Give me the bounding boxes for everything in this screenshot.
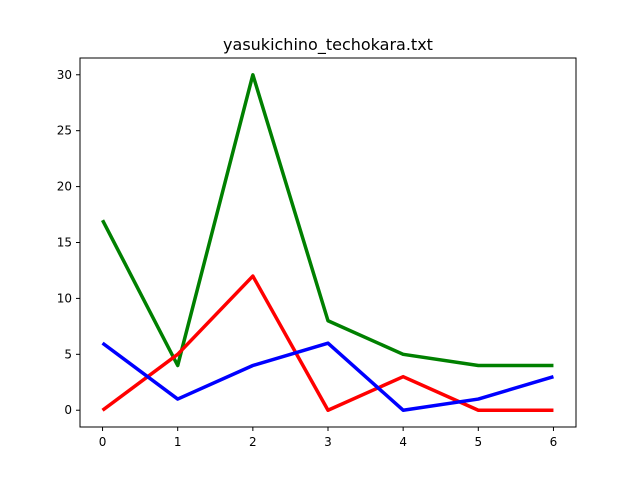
x-tick-label: 1 xyxy=(174,435,182,449)
series-line-2 xyxy=(101,274,554,412)
x-axis: 0 1 2 3 4 5 6 xyxy=(99,427,558,449)
series-layer xyxy=(100,73,554,412)
x-tick-label: 4 xyxy=(399,435,407,449)
x-tick-label: 2 xyxy=(249,435,257,449)
y-axis: 0 5 10 15 20 25 30 xyxy=(57,68,80,417)
x-tick-label: 3 xyxy=(324,435,332,449)
y-tick-label: 5 xyxy=(64,347,72,361)
y-tick-label: 25 xyxy=(57,124,72,138)
chart-title: yasukichino_techokara.txt xyxy=(223,35,433,55)
y-tick-label: 10 xyxy=(57,291,72,305)
series-line-1 xyxy=(100,73,554,368)
x-tick-label: 0 xyxy=(99,435,107,449)
x-tick-label: 6 xyxy=(550,435,558,449)
y-tick-label: 20 xyxy=(57,180,72,194)
x-tick-label: 5 xyxy=(474,435,482,449)
y-tick-label: 15 xyxy=(57,236,72,250)
series-line-3 xyxy=(101,341,554,412)
y-tick-label: 30 xyxy=(57,68,72,82)
y-tick-label: 0 xyxy=(64,403,72,417)
